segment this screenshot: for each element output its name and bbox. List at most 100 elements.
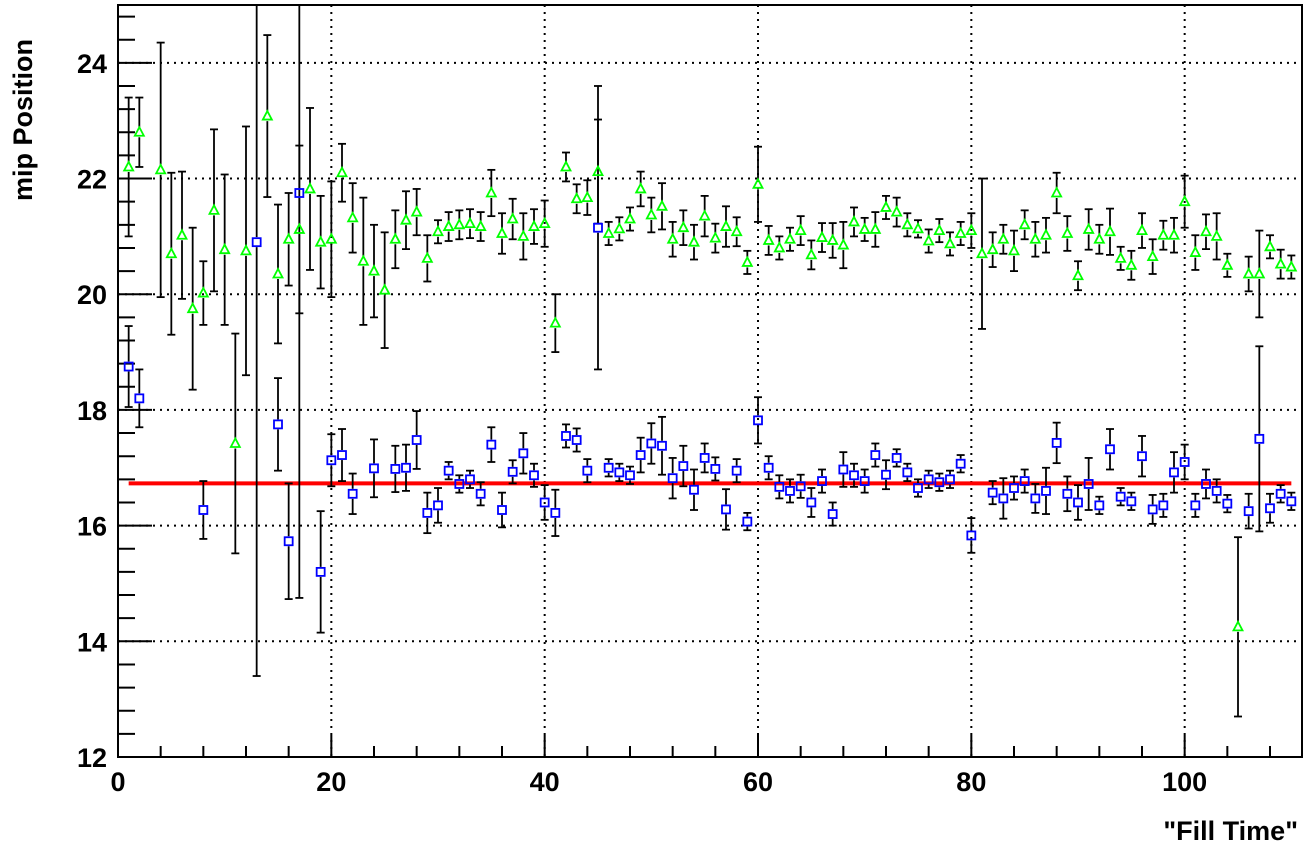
triangle-marker: [357, 254, 370, 266]
square-marker: [849, 470, 859, 481]
square-marker: [251, 237, 262, 248]
square-marker: [806, 497, 817, 508]
triangle-marker: [304, 182, 316, 194]
square-marker: [1179, 457, 1190, 467]
triangle-marker: [848, 214, 860, 227]
triangle-marker: [1210, 229, 1223, 241]
square-marker: [817, 476, 827, 486]
square-marker: [689, 484, 699, 495]
y-tick-label: 22: [77, 165, 107, 195]
x-tick-label: 60: [743, 767, 773, 797]
square-marker: [294, 188, 305, 198]
square-marker: [870, 450, 881, 460]
triangle-marker: [1168, 228, 1180, 240]
triangle-marker: [1093, 232, 1106, 244]
x-tick-label: 40: [530, 767, 560, 797]
square-marker: [1030, 493, 1041, 504]
triangle-marker: [634, 182, 647, 194]
square-marker: [593, 222, 603, 233]
square-marker: [699, 453, 710, 463]
triangle-marker: [1178, 194, 1191, 207]
square-marker: [198, 505, 209, 515]
triangle-marker: [720, 219, 732, 231]
triangle-marker: [1136, 223, 1148, 236]
triangle-marker: [805, 247, 818, 260]
triangle-marker: [165, 246, 178, 259]
square-marker: [721, 504, 731, 515]
triangle-marker: [176, 228, 188, 240]
y-tick-label: 14: [77, 627, 107, 657]
triangle-marker: [933, 223, 946, 236]
triangle-marker: [336, 165, 348, 178]
triangle-marker: [389, 232, 402, 244]
square-marker: [422, 507, 433, 518]
square-marker: [337, 450, 347, 460]
square-marker: [657, 440, 667, 451]
triangle-marker: [229, 436, 242, 448]
triangle-marker: [741, 255, 754, 267]
triangle-marker: [464, 216, 476, 229]
triangle-marker: [133, 125, 146, 137]
y-axis-title: mip Position: [8, 39, 38, 201]
triangle-marker: [1232, 619, 1244, 632]
triangle-marker: [901, 217, 914, 230]
square-marker: [838, 464, 849, 475]
square-marker: [134, 393, 145, 404]
triangle-marker: [208, 203, 220, 215]
triangle-marker: [858, 222, 871, 234]
triangle-marker: [602, 226, 615, 238]
y-tick-label: 16: [77, 512, 107, 542]
square-marker: [1041, 486, 1051, 496]
triangle-marker: [1189, 245, 1202, 257]
triangle-marker: [1242, 267, 1255, 279]
triangle-marker: [677, 220, 690, 233]
square-marker: [763, 462, 774, 473]
triangle-marker: [912, 221, 924, 234]
triangle-marker: [1146, 249, 1159, 262]
square-marker: [475, 488, 486, 499]
triangle-marker: [378, 283, 391, 295]
triangle-marker: [496, 226, 508, 238]
triangle-marker: [1157, 228, 1170, 240]
triangle-marker: [976, 246, 988, 259]
triangle-marker: [1274, 257, 1287, 269]
square-marker: [539, 497, 550, 508]
triangle-marker: [549, 316, 562, 328]
triangle-marker: [1285, 260, 1298, 272]
triangle-marker: [453, 217, 466, 230]
triangle-marker: [314, 235, 327, 247]
x-axis-title: "Fill Time": [1163, 816, 1298, 846]
triangle-marker: [592, 164, 604, 176]
square-marker: [1051, 437, 1062, 448]
triangle-marker: [272, 267, 284, 279]
triangle-marker: [410, 205, 423, 217]
triangle-marker: [922, 234, 935, 246]
triangle-marker: [1072, 268, 1084, 281]
triangle-marker: [1114, 251, 1127, 263]
plot-area: [117, 4, 1303, 758]
x-tick-label: 0: [110, 767, 125, 797]
square-marker: [433, 500, 443, 511]
square-marker: [891, 453, 902, 463]
triangle-marker: [730, 224, 743, 237]
square-marker: [326, 455, 337, 466]
square-marker: [710, 464, 721, 474]
square-marker: [934, 477, 945, 488]
square-marker: [1275, 488, 1286, 499]
square-marker: [497, 505, 507, 515]
square-marker: [561, 431, 571, 441]
square-marker: [731, 465, 742, 476]
triangle-marker: [997, 232, 1010, 244]
triangle-marker: [645, 208, 658, 220]
square-marker: [454, 479, 465, 489]
square-marker: [1222, 498, 1233, 509]
square-marker: [1190, 500, 1201, 511]
y-tick-label: 12: [77, 743, 107, 773]
square-marker: [603, 462, 614, 473]
x-tick-label: 20: [316, 767, 346, 797]
square-marker: [1094, 500, 1105, 511]
triangle-marker: [837, 238, 850, 250]
triangle-marker: [1264, 239, 1276, 252]
triangle-marker: [944, 236, 956, 249]
